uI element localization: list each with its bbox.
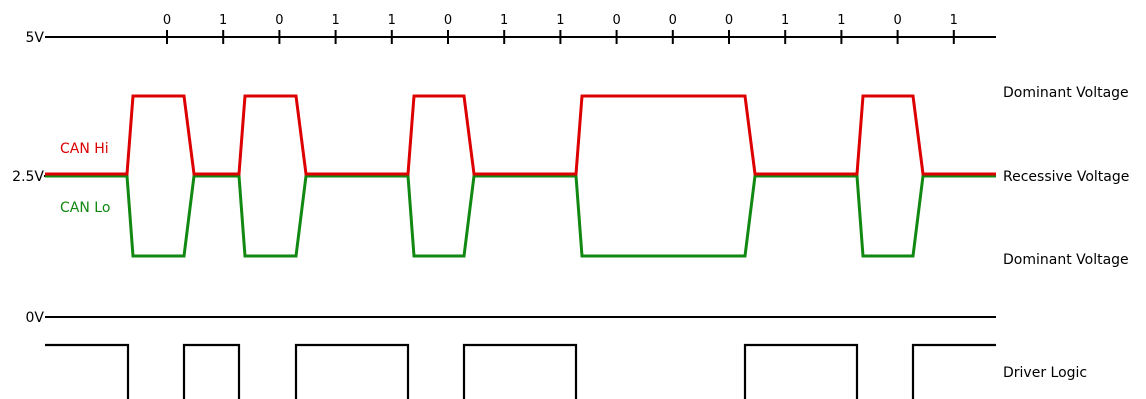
driver-logic-segment: [911, 343, 996, 399]
label-2-5v: 2.5V: [12, 169, 44, 185]
bit-label: 1: [388, 13, 396, 28]
bit-label: 1: [500, 13, 508, 28]
bit-ticks: 0 1 0 1 1 0 1 1 0 0 0 1 1 0 1: [163, 13, 958, 44]
bit-label: 1: [556, 13, 564, 28]
driver-logic-waveform: [45, 343, 130, 399]
can-hi-waveform: [45, 94, 996, 176]
dominant-voltage-bottom-label: Dominant Voltage: [1003, 252, 1129, 268]
label-0v: 0V: [26, 310, 45, 326]
label-5v: 5V: [26, 30, 45, 46]
bit-label: 1: [219, 13, 227, 28]
driver-logic-label: Driver Logic: [1003, 365, 1087, 381]
bit-label: 0: [444, 13, 452, 28]
dominant-voltage-top-label: Dominant Voltage: [1003, 85, 1129, 101]
driver-logic-segment: [294, 343, 410, 399]
driver-logic-segment: [743, 343, 859, 399]
bit-label: 1: [950, 13, 958, 28]
bit-label: 1: [837, 13, 845, 28]
bit-label: 0: [612, 13, 620, 28]
bit-label: 1: [331, 13, 339, 28]
driver-logic-segment: [462, 343, 578, 399]
can-hi-label: CAN Hi: [60, 141, 109, 157]
bit-label: 1: [781, 13, 789, 28]
bit-label: 0: [163, 13, 171, 28]
bit-label: 0: [669, 13, 677, 28]
bit-label: 0: [893, 13, 901, 28]
recessive-voltage-label: Recessive Voltage: [1003, 169, 1129, 185]
can-lo-waveform: [45, 174, 996, 258]
can-lo-label: CAN Lo: [60, 200, 110, 216]
bit-axis: 5V 0 1 0 1 1 0 1 1 0 0 0 1 1 0 1: [26, 13, 996, 46]
bit-label: 0: [725, 13, 733, 28]
driver-logic-segment: [182, 343, 241, 399]
bit-label: 0: [275, 13, 283, 28]
